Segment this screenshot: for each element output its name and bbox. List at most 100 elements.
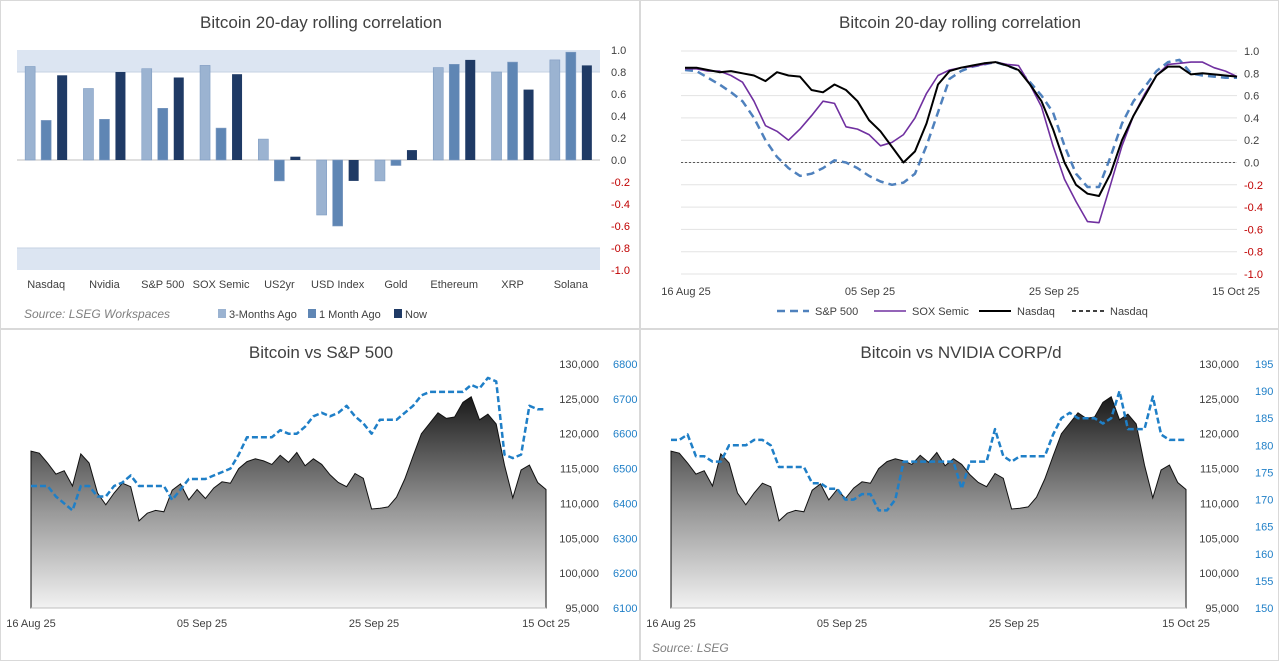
bar-2 bbox=[390, 159, 402, 166]
right-axis-tick: 155 bbox=[1255, 576, 1273, 588]
bar-3 bbox=[523, 89, 534, 160]
left-axis-tick: 115,000 bbox=[560, 464, 599, 476]
right-axis-tick: 195 bbox=[1255, 359, 1273, 371]
left-axis-tick: 100,000 bbox=[1199, 568, 1239, 580]
category-label: Nvidia bbox=[89, 279, 120, 291]
bar-2 bbox=[99, 119, 110, 161]
legend-label: Now bbox=[405, 309, 427, 321]
bar-2 bbox=[274, 159, 285, 182]
right-axis-tick: 175 bbox=[1255, 467, 1273, 479]
category-label: Gold bbox=[384, 279, 407, 291]
legend-label: Nasdaq bbox=[1017, 306, 1055, 318]
line-chart: Bitcoin 20-day rolling correlation 1.0 0.8… bbox=[661, 13, 1263, 318]
bar-2 bbox=[215, 127, 227, 161]
left-axis-tick: 120,000 bbox=[559, 429, 599, 441]
bar-chart: Bitcoin 20-day rolling correlation 1.0 0.8… bbox=[17, 13, 630, 321]
legend-label: 3-Months Ago bbox=[229, 309, 297, 321]
band-1 bbox=[17, 248, 600, 270]
y-tick-label: 0.0 bbox=[1244, 158, 1259, 170]
right-axis-tick: 190 bbox=[1255, 386, 1273, 398]
right-axis-tick: 170 bbox=[1255, 495, 1273, 507]
category-label: US2yr bbox=[264, 279, 295, 291]
legend-swatch bbox=[308, 309, 316, 318]
y-tick-label: -0.2 bbox=[611, 177, 630, 189]
btc-sp500-chart: Bitcoin vs S&P 500 130,000 125,000 120,000 1… bbox=[6, 343, 637, 630]
y-tick-label: -0.8 bbox=[611, 243, 630, 255]
source-note: Source: LSEG bbox=[652, 641, 729, 655]
bar-3 bbox=[290, 156, 301, 160]
y-tick-label: 0.2 bbox=[611, 133, 626, 145]
left-axis-tick: 125,000 bbox=[559, 394, 599, 406]
left-axis-tick: 95,000 bbox=[1205, 603, 1239, 615]
bar-3 bbox=[57, 75, 68, 160]
series-line-s-p-500 bbox=[684, 58, 1237, 189]
y-tick-label: 0.2 bbox=[1244, 135, 1259, 147]
bar-1 bbox=[491, 71, 502, 161]
right-axis-tick: 6800 bbox=[613, 359, 637, 371]
btc-sp500-panel: Bitcoin vs S&P 500 130,000 125,000 120,000 1… bbox=[0, 329, 640, 661]
bar-1 bbox=[199, 65, 211, 161]
right-axis-tick: 185 bbox=[1255, 413, 1273, 425]
x-tick-label: 25 Sep 25 bbox=[349, 618, 399, 630]
bar-3 bbox=[348, 160, 359, 181]
x-tick-label: 25 Sep 25 bbox=[1029, 286, 1079, 298]
y-tick-label: -0.6 bbox=[611, 221, 630, 233]
bar-1 bbox=[83, 88, 94, 161]
right-axis-tick: 6300 bbox=[613, 533, 637, 545]
bar-1 bbox=[432, 67, 444, 161]
bar-3 bbox=[465, 59, 476, 160]
category-label: USD Index bbox=[311, 279, 365, 291]
left-axis-tick: 120,000 bbox=[1199, 429, 1239, 441]
left-axis-tick: 100,000 bbox=[559, 568, 599, 580]
right-axis-tick: 160 bbox=[1255, 549, 1273, 561]
x-tick-label: 25 Sep 25 bbox=[989, 618, 1039, 630]
right-axis-tick: 6100 bbox=[613, 603, 637, 615]
y-tick-label: 0.6 bbox=[1244, 91, 1259, 103]
left-axis-tick: 105,000 bbox=[559, 533, 599, 545]
x-tick-label: 15 Oct 25 bbox=[1162, 618, 1210, 630]
y-tick-label: 0.8 bbox=[1244, 68, 1259, 80]
right-axis-tick: 6400 bbox=[613, 498, 637, 510]
category-label: Nasdaq bbox=[27, 279, 65, 291]
bar-3 bbox=[406, 150, 417, 160]
bar-1 bbox=[258, 138, 269, 161]
left-axis-tick: 105,000 bbox=[1199, 533, 1239, 545]
y-tick-label: 0.8 bbox=[611, 67, 626, 79]
series-line-sox-semic bbox=[685, 61, 1238, 224]
chart-title: Bitcoin 20-day rolling correlation bbox=[200, 13, 442, 32]
source-note: Source: LSEG Workspaces bbox=[24, 307, 171, 321]
y-tick-label: -1.0 bbox=[1244, 269, 1263, 281]
overlay-line bbox=[31, 376, 546, 512]
legend-swatch bbox=[394, 309, 402, 318]
btc-nvidia-chart: Bitcoin vs NVIDIA CORP/d 130,000 125,000 12… bbox=[646, 343, 1273, 630]
x-tick-label: 16 Aug 25 bbox=[661, 286, 711, 298]
bar-2 bbox=[565, 51, 577, 161]
right-axis-tick: 150 bbox=[1255, 603, 1273, 615]
bar-2 bbox=[157, 108, 169, 161]
bar-chart-panel: Bitcoin 20-day rolling correlation 1.0 0.8… bbox=[0, 0, 640, 329]
x-tick-label: 16 Aug 25 bbox=[6, 618, 56, 630]
left-axis-tick: 95,000 bbox=[565, 603, 599, 615]
series-line-nasdaq bbox=[685, 61, 1238, 197]
bar-1 bbox=[549, 59, 561, 161]
legend-swatch bbox=[218, 309, 226, 318]
right-axis-tick: 6700 bbox=[613, 394, 637, 406]
y-tick-label: 0.6 bbox=[611, 89, 626, 101]
legend-label: S&P 500 bbox=[815, 306, 858, 318]
right-axis-tick: 6500 bbox=[613, 464, 637, 476]
category-label: SOX Semic bbox=[193, 279, 250, 291]
y-tick-label: 0.4 bbox=[611, 111, 626, 123]
x-tick-label: 15 Oct 25 bbox=[1212, 286, 1260, 298]
y-tick-label: -0.8 bbox=[1244, 247, 1263, 259]
y-tick-label: -0.4 bbox=[1244, 202, 1263, 214]
chart-title: Bitcoin vs S&P 500 bbox=[249, 343, 393, 362]
bitcoin-area bbox=[30, 396, 547, 609]
y-tick-label: -0.6 bbox=[1244, 224, 1263, 236]
overlay-line bbox=[671, 389, 1186, 512]
bar-1 bbox=[141, 68, 153, 161]
category-label: Solana bbox=[554, 279, 589, 291]
left-axis-tick: 125,000 bbox=[1199, 394, 1239, 406]
left-axis-tick: 130,000 bbox=[559, 359, 599, 371]
bar-2 bbox=[332, 159, 343, 227]
chart-title: Bitcoin 20-day rolling correlation bbox=[839, 13, 1081, 32]
